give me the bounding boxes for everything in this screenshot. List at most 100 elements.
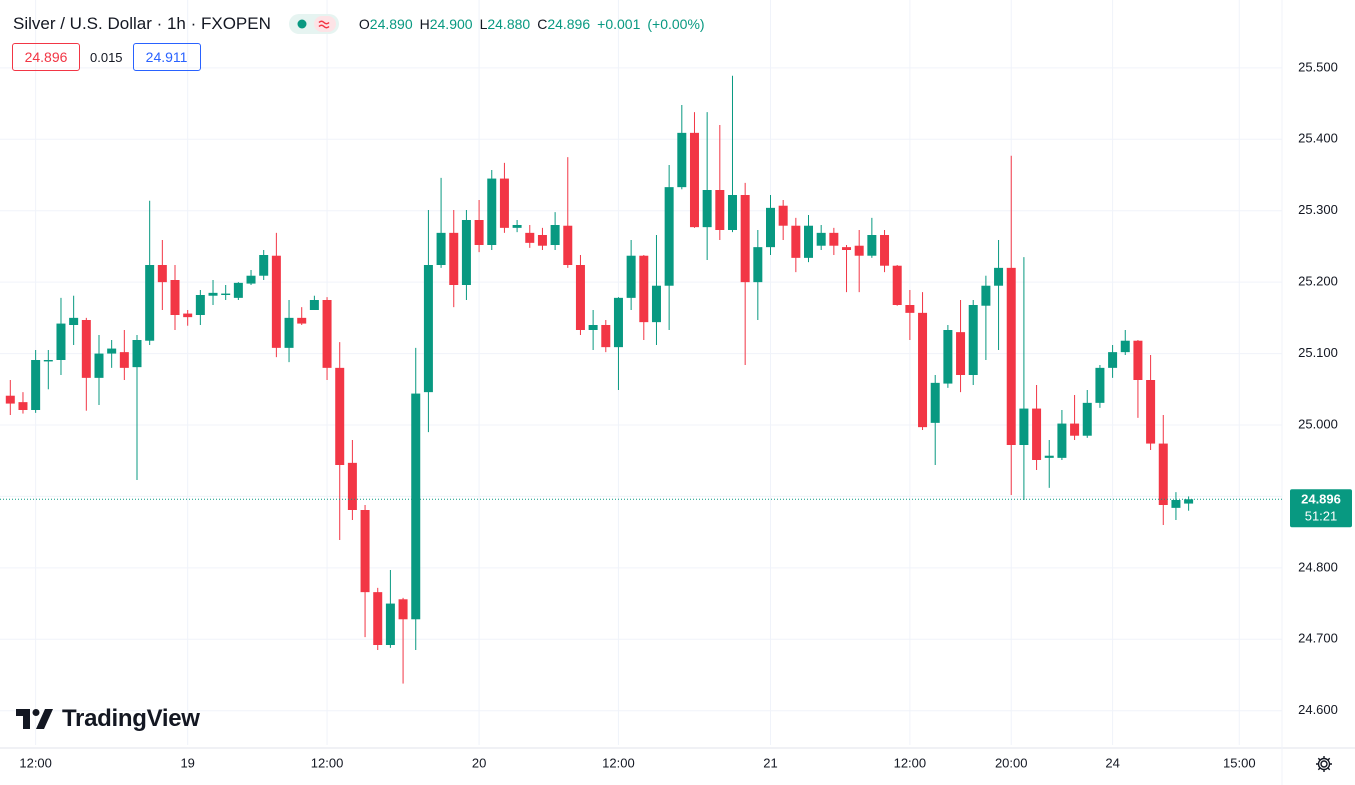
open-key: O [358,16,370,32]
candle-body [956,332,966,375]
sell-button[interactable]: 24.896 [12,43,80,71]
x-tick-label: 19 [180,755,194,770]
close-value: 24.896 [547,16,591,32]
status-pill[interactable] [288,14,339,34]
candle-body [487,178,497,245]
candle-body [411,393,421,620]
x-tick-label: 21 [763,755,777,770]
candle-body [1006,267,1016,445]
candle-body [575,265,585,330]
candle-body [145,265,155,341]
candle-body [1171,500,1181,508]
candle-body [195,295,205,315]
candle-body [613,297,623,348]
change-percent: (+0.00%) [647,16,705,32]
candle-body [766,207,775,248]
candle-body [1032,408,1042,460]
candle-body [702,190,712,228]
candle-body [385,603,395,645]
candle-body [994,267,1004,286]
x-tick-label: 20 [472,755,486,770]
candle-body [233,282,243,298]
candle-body [271,255,281,348]
spread: 0.015 [90,49,123,65]
candle-body [132,340,142,368]
candle-body [804,225,814,258]
y-tick-label: 25.200 [1298,274,1338,289]
x-tick-label: 12:00 [602,755,635,770]
candle-body [31,360,41,410]
candle-body [639,255,649,323]
candle-body [107,348,117,354]
candle-body [905,305,915,313]
candle-body [1133,340,1143,380]
candle-body [170,280,180,315]
candle-body [981,285,991,306]
logo[interactable]: TradingView [16,705,200,733]
low-value: 24.880 [487,16,531,32]
low-key: L [479,16,488,32]
candle-body [43,360,53,362]
change-value: +0.001 [597,16,641,32]
candle-body [499,178,509,228]
x-tick-label: 12:00 [19,755,52,770]
candle-body [601,325,611,348]
candle-body [525,232,535,243]
candle-body [347,462,357,510]
candle-body [183,313,193,318]
y-tick-label: 25.500 [1298,59,1338,74]
candle-body [1184,499,1194,504]
candle-body [309,300,319,310]
candle-body [322,300,332,368]
logo-text: TradingView [62,705,200,732]
x-tick-label: 24 [1105,755,1119,770]
x-tick-label: 20:00 [995,755,1028,770]
candle-body [1120,340,1130,353]
y-tick-label: 24.700 [1298,631,1338,646]
ohlc-values: O24.890 H24.900 L24.880 C24.896 +0.001 (… [359,16,705,32]
y-tick-label: 25.400 [1298,131,1338,146]
buy-button[interactable]: 24.911 [132,43,201,71]
candle-body [854,245,864,256]
logo-icon [16,709,53,729]
candle-body [727,195,737,230]
open-value: 24.890 [369,16,413,32]
settings-icon[interactable] [1316,756,1332,772]
candle-body [474,220,484,245]
candle-body [18,402,28,410]
candle-body [753,247,763,283]
candle-body [1019,408,1029,445]
candle-body [930,382,940,423]
legend-header: Silver / U.S. Dollar · 1h · FXOPEN O24.8… [13,12,705,36]
logo-dot [32,709,40,716]
candle-body [918,312,928,428]
candle-body [69,317,79,325]
logo-t [16,709,30,729]
y-tick-label: 24.600 [1298,702,1338,717]
symbol-title[interactable]: Silver / U.S. Dollar · 1h · FXOPEN [13,14,271,33]
candle-body [563,225,573,265]
candle-body [157,265,167,283]
candle-body [461,220,471,285]
y-tick-label: 25.300 [1298,202,1338,217]
market-open-dot [297,19,307,29]
y-tick-label: 24.800 [1298,559,1338,574]
candle-body [537,235,547,246]
candle-body [626,255,636,298]
candle-body [1082,402,1092,436]
candle-body [816,232,826,246]
y-tick-label: 25.100 [1298,345,1338,360]
candle-body [867,235,877,256]
candle-body [449,232,459,285]
candle-body [56,323,66,360]
candle-body [360,510,370,593]
candle-body [221,293,231,295]
candle-body [208,292,218,296]
y-tick-label: 25.000 [1298,416,1338,431]
delay-icon [318,20,330,29]
candle-body [968,305,978,375]
candle-body [335,367,345,465]
candle-body [550,225,560,245]
